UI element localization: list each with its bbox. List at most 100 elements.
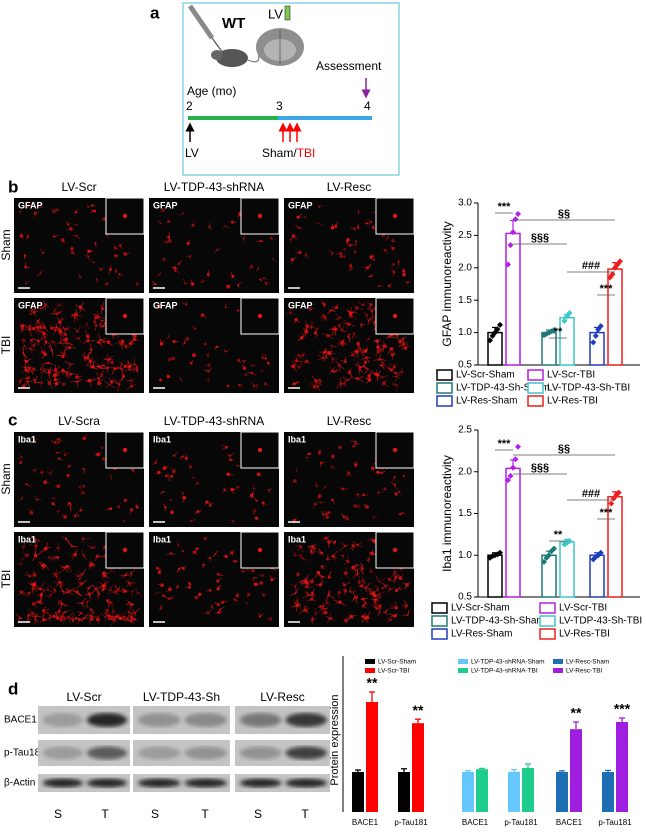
- legend-label: LV-Scr-Sham: [378, 659, 416, 666]
- column-header: LV-Scr: [66, 690, 101, 704]
- significance-label: ***: [600, 507, 614, 519]
- blot-band: [43, 747, 83, 760]
- legend-label: LV-Resc-TBI: [566, 668, 603, 675]
- age-tick: 2: [186, 99, 193, 113]
- bar: [570, 729, 582, 812]
- significance-label: **: [367, 675, 378, 691]
- significance-label: §§§: [531, 232, 549, 244]
- inset-cell: [123, 548, 127, 552]
- row-label: β-Actin: [4, 778, 35, 789]
- y-tick-label: 2.0: [458, 262, 472, 273]
- cell-body: [168, 239, 172, 243]
- legend-label: LV-Scr-Sham: [456, 370, 515, 381]
- panel-label: d: [8, 679, 18, 698]
- significance-label: §§§: [531, 462, 549, 474]
- legend-label: LV-Scr-Sham: [451, 603, 510, 614]
- legend-swatch: [458, 668, 468, 673]
- x-tick-label: BACE1: [462, 818, 489, 827]
- inset-cell: [393, 548, 397, 552]
- injection-label: LV: [185, 146, 199, 160]
- blot-band: [285, 779, 327, 788]
- legend-label: LV-Res-Sham: [451, 629, 513, 640]
- stain-label: Iba1: [153, 534, 171, 544]
- blot-band: [285, 747, 327, 760]
- stain-label: Iba1: [18, 434, 36, 444]
- bar: [412, 723, 424, 812]
- y-tick-label: 2.5: [458, 230, 472, 241]
- age-axis-label: Age (mo): [187, 84, 236, 98]
- column-header: LV-Scra: [58, 414, 100, 428]
- stain-label: GFAP: [18, 300, 43, 310]
- legend-label: LV-Resc-Sham: [566, 659, 609, 666]
- row-label: TBI: [0, 570, 13, 589]
- vector-label: LV: [268, 6, 283, 21]
- x-tick-label: p-Tau181: [598, 818, 632, 827]
- significance-label: ***: [498, 201, 512, 213]
- stain-label: Iba1: [288, 534, 306, 544]
- stain-label: Iba1: [18, 534, 36, 544]
- legend-swatch: [437, 370, 452, 380]
- row-label: Sham: [0, 463, 13, 494]
- blot-band: [43, 779, 83, 788]
- significance-label: ***: [600, 283, 614, 295]
- column-header: LV-TDP-43-shRNA: [164, 414, 264, 428]
- inset-cell: [393, 448, 397, 452]
- cell-process: [297, 575, 298, 577]
- blot-band: [138, 747, 181, 760]
- legend-swatch: [553, 668, 563, 673]
- stain-label: Iba1: [288, 434, 306, 444]
- stain-label: Iba1: [153, 434, 171, 444]
- row-label: BACE1: [4, 715, 37, 726]
- y-tick-label: 1.0: [458, 327, 472, 338]
- panel-label: b: [8, 177, 18, 196]
- y-axis-label: Protein expression: [329, 694, 341, 785]
- bar: [352, 772, 364, 812]
- column-header: LV-TDP-43-Sh: [143, 690, 220, 704]
- bar: [560, 318, 574, 365]
- significance-label: ***: [614, 701, 631, 717]
- legend-swatch: [432, 629, 447, 639]
- legend-swatch: [437, 396, 452, 406]
- legend-swatch: [437, 383, 452, 393]
- column-header: LV-Scr: [61, 180, 96, 194]
- stain-label: GFAP: [153, 200, 178, 210]
- legend-label: LV-TDP-43-Sh-TBI: [547, 383, 630, 394]
- blot-band: [240, 713, 282, 727]
- significance-label: ###: [582, 260, 600, 272]
- y-axis-label: Iba1 immunoreactivity: [440, 455, 454, 572]
- bar: [366, 702, 378, 812]
- blot-band: [285, 713, 327, 727]
- bar: [508, 772, 520, 812]
- y-tick-label: 0.5: [458, 592, 472, 603]
- brain-slice: [256, 28, 304, 66]
- blot-band: [87, 747, 127, 760]
- legend-swatch: [528, 396, 543, 406]
- significance-label: **: [554, 529, 563, 541]
- x-tick-label: p-Tau181: [504, 818, 538, 827]
- legend-swatch: [540, 603, 555, 613]
- inset-cell: [393, 214, 397, 218]
- blot-band: [138, 713, 181, 727]
- bar: [488, 333, 502, 365]
- legend-label: LV-TDP-43-shRNA-TBI: [471, 668, 538, 675]
- x-tick-label: p-Tau181: [394, 818, 428, 827]
- inset-cell: [123, 448, 127, 452]
- significance-label: ###: [582, 488, 600, 500]
- legend-swatch: [365, 659, 375, 664]
- significance-label: **: [413, 702, 424, 718]
- blot-band: [184, 779, 227, 788]
- panel-label: a: [150, 3, 160, 22]
- stain-label: GFAP: [288, 200, 313, 210]
- legend-label: LV-Res-TBI: [559, 629, 610, 640]
- legend-label: LV-Scr-TBI: [559, 603, 607, 614]
- bar: [476, 769, 488, 812]
- inset-cell: [258, 214, 262, 218]
- inset-cell: [258, 314, 262, 318]
- bar: [556, 772, 568, 812]
- x-tick-label: BACE1: [556, 818, 583, 827]
- significance-label: §§: [558, 443, 570, 455]
- bar: [506, 233, 520, 365]
- y-tick-label: 1.5: [458, 508, 472, 519]
- lane-label: S: [54, 807, 62, 821]
- y-axis-label: GFAP immunoreactivity: [440, 221, 454, 346]
